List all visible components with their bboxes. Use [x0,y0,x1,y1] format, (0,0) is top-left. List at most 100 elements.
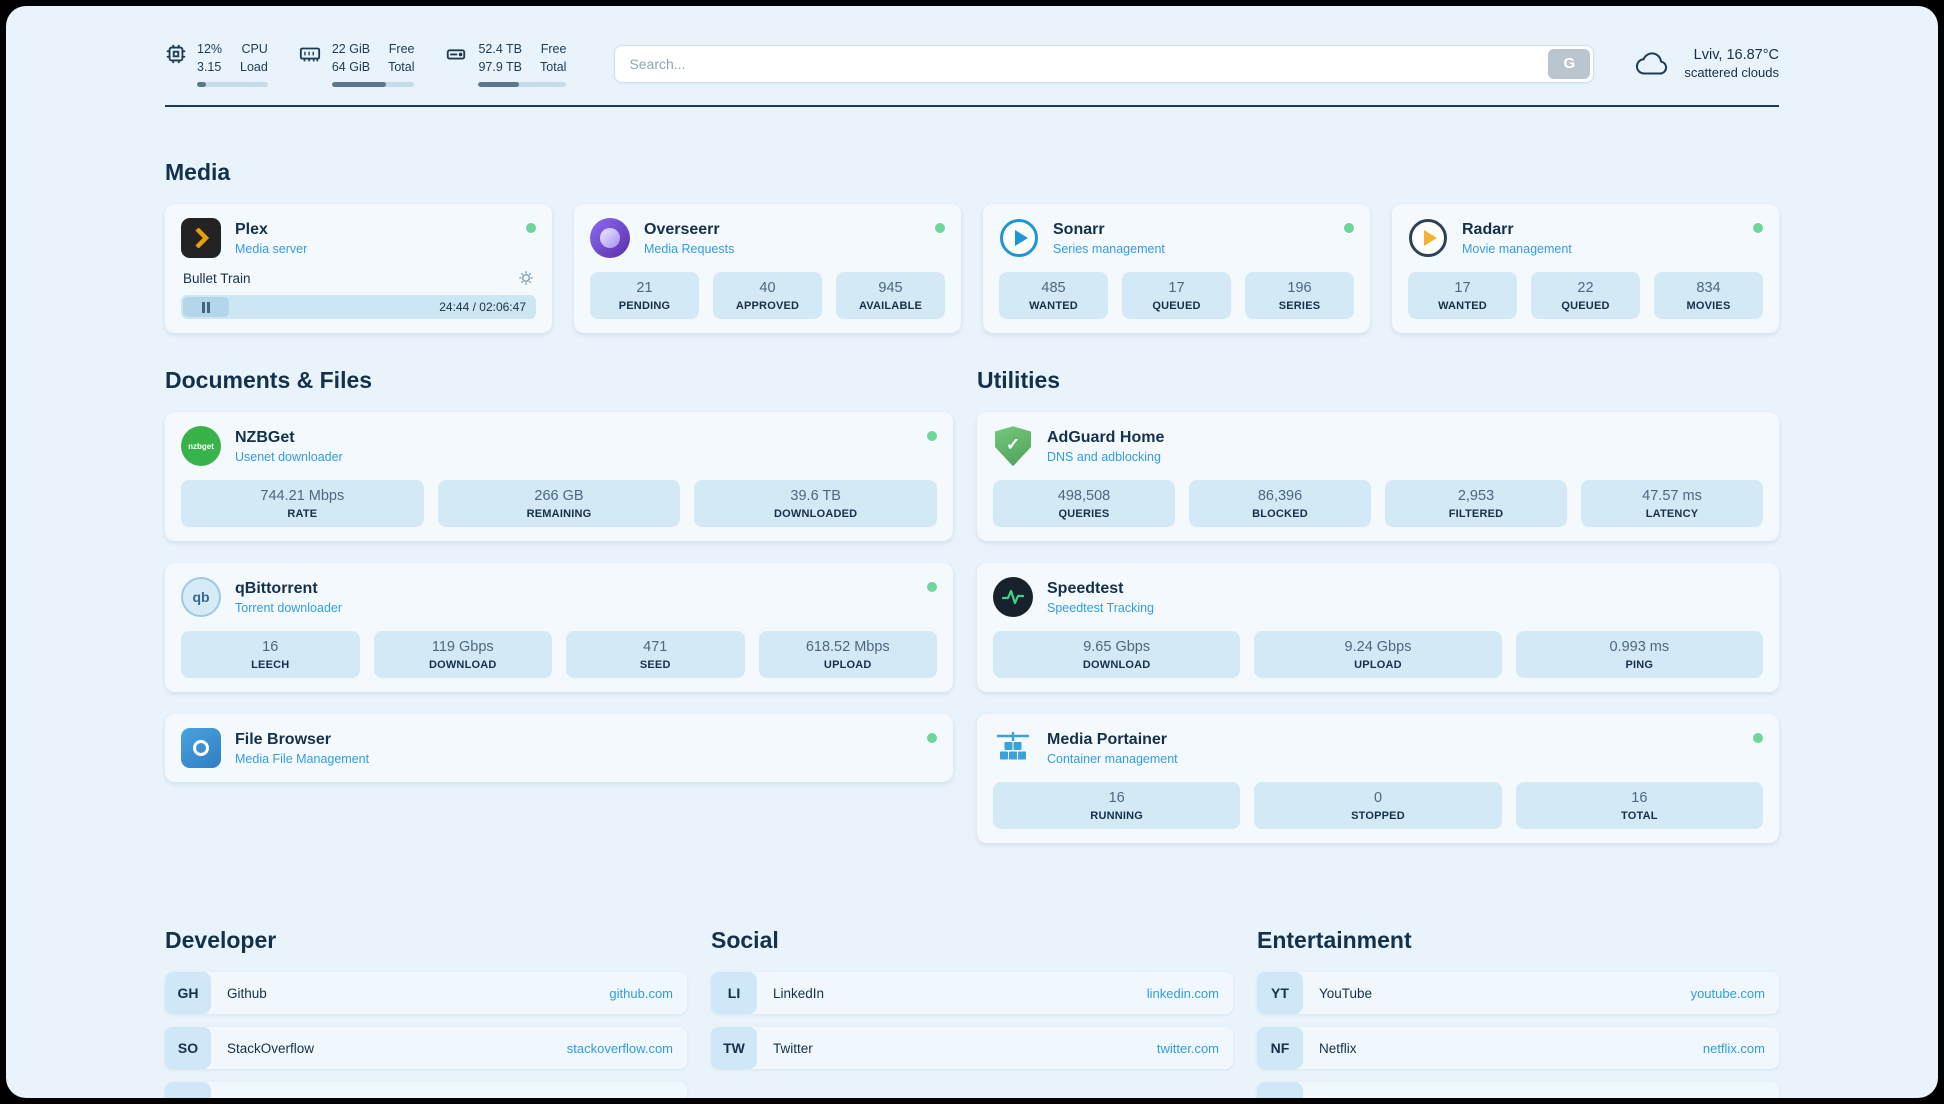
app-card-adguard[interactable]: ✓ AdGuard Home DNS and adblocking 498,50… [977,412,1779,542]
stat-filtered: 2,953 FILTERED [1385,480,1567,528]
bookmark-linkedin[interactable]: LI LinkedIn linkedin.com [711,972,1233,1015]
memory-monitor: 22 GiB Free 64 GiB Total [298,40,415,88]
bookmark-url[interactable]: netflix.com [1702,1040,1765,1056]
stat-value: 196 [1287,280,1312,297]
status-dot [927,582,937,593]
bookmark-youtube[interactable]: YT YouTube youtube.com [1257,972,1779,1015]
bookmark-url[interactable]: twitter.com [1156,1040,1219,1056]
stat-label: DOWNLOAD [428,659,497,672]
disk-free-value: 52.4 TB [478,42,523,56]
stat-value: 834 [1696,280,1721,297]
section-title-entertainment: Entertainment [1257,927,1412,954]
stat-label: RATE [287,508,318,521]
cpu-label-line2: Load [240,60,268,75]
app-subtitle: DNS and adblocking [1047,449,1161,464]
stat-label: DOWNLOAD [1082,659,1151,672]
stat-value: 17 [1454,280,1471,297]
playback-progress-bar[interactable]: 24:44 / 02:06:47 [181,295,536,320]
app-card-nzbget[interactable]: nzbget NZBGet Usenet downloader 744.21 M… [165,412,953,542]
stat-seed: 471 SEED [566,631,745,679]
stat-label: LATENCY [1645,508,1699,521]
app-title: Speedtest [1047,579,1124,597]
bookmark-dev[interactable]: DT DEV dev.to [165,1082,687,1098]
stat-value: 21 [636,280,653,297]
stat-value: 9.65 Gbps [1083,639,1151,656]
memory-total-value: 64 GiB [331,60,371,75]
bookmark-url[interactable]: github.com [609,985,673,1001]
stat-value: 0.993 ms [1609,639,1670,656]
bookmark-url[interactable]: youtube.com [1690,985,1765,1001]
plex-icon [181,218,221,259]
stat-label: FILTERED [1448,508,1504,521]
search-input[interactable] [615,45,1546,82]
sonarr-icon [1000,219,1038,258]
bookmark-name: Reddit [1319,1096,1358,1098]
app-card-plex[interactable]: Plex Media server Bullet Train 24:44 / [165,204,552,334]
bookmark-url[interactable]: linkedin.com [1146,985,1219,1001]
status-dot [935,223,945,234]
stat-value: 266 GB [534,488,584,505]
app-title: Sonarr [1053,220,1105,238]
stat-value: 485 [1041,280,1066,297]
bookmark-name: Github [227,985,267,1001]
disk-monitor: 52.4 TB Free 97.9 TB Total [444,40,567,88]
app-title: Overseerr [644,220,720,238]
weather-location: Lviv, 16.87°C [1693,47,1779,64]
stat-label: BLOCKED [1252,508,1308,521]
app-card-overseerr[interactable]: Overseerr Media Requests 21 PENDING 40 A… [574,204,961,334]
status-dot [927,431,937,442]
bookmark-stackoverflow[interactable]: SO StackOverflow stackoverflow.com [165,1027,687,1070]
now-playing-title: Bullet Train [183,270,251,286]
app-subtitle: Media Requests [644,241,735,256]
speedtest-icon [993,577,1033,618]
stat-value: 40 [759,280,776,297]
cpu-label-line1: CPU [241,42,268,56]
pause-button[interactable] [183,297,229,318]
memory-usage-bar [331,82,415,88]
memory-free-value: 22 GiB [331,42,371,56]
disk-usage-bar [478,82,567,88]
stat-upload: 9.24 Gbps UPLOAD [1254,631,1502,679]
status-dot [526,223,536,234]
app-subtitle: Container management [1047,751,1178,766]
app-subtitle: Torrent downloader [235,600,343,615]
bookmark-abbr: TW [711,1027,757,1070]
bookmark-reddit[interactable]: RE Reddit reddit.com [1257,1082,1779,1098]
app-title: File Browser [235,730,332,748]
bookmark-abbr: RE [1257,1082,1303,1098]
playback-time: 24:44 / 02:06:47 [439,300,526,315]
bookmark-name: StackOverflow [227,1040,315,1056]
cpu-usage-bar [197,82,268,88]
stat-value: 22 [1577,280,1594,297]
bookmark-abbr: NF [1257,1027,1303,1070]
bookmark-twitter[interactable]: TW Twitter twitter.com [711,1027,1233,1070]
bookmark-url[interactable]: dev.to [639,1096,673,1098]
app-card-sonarr[interactable]: Sonarr Series management 485 WANTED 17 Q… [983,204,1370,334]
app-card-filebrowser[interactable]: File Browser Media File Management [165,714,953,783]
bookmark-netflix[interactable]: NF Netflix netflix.com [1257,1027,1779,1070]
weather-condition: scattered clouds [1684,65,1779,81]
bookmark-url[interactable]: reddit.com [1704,1096,1765,1098]
app-card-radarr[interactable]: Radarr Movie management 17 WANTED 22 QUE… [1392,204,1779,334]
stat-label: SEED [639,659,671,672]
app-title: Radarr [1462,220,1514,238]
stat-label: LEECH [251,659,290,672]
cpu-chip-icon [165,43,187,65]
search-engine-button[interactable]: G [1548,48,1591,79]
app-card-speedtest[interactable]: Speedtest Speedtest Tracking 9.65 Gbps D… [977,563,1779,693]
disk-total-value: 97.9 TB [478,60,523,75]
bookmark-github[interactable]: GH Github github.com [165,972,687,1015]
app-card-qbittorrent[interactable]: qb qBittorrent Torrent downloader 16 LEE… [165,563,953,693]
app-subtitle: Media server [235,241,308,256]
stat-label: REMAINING [526,508,592,521]
status-dot [1753,223,1763,234]
stat-available: 945 AVAILABLE [836,272,945,320]
bookmark-url[interactable]: stackoverflow.com [566,1040,673,1056]
stat-series: 196 SERIES [1245,272,1354,320]
app-title: AdGuard Home [1047,428,1165,446]
app-card-portainer[interactable]: Media Portainer Container management 16 … [977,714,1779,844]
stat-wanted: 17 WANTED [1408,272,1517,320]
stat-value: 618.52 Mbps [805,639,890,656]
stat-label: UPLOAD [823,659,872,672]
gear-icon[interactable] [518,270,534,286]
